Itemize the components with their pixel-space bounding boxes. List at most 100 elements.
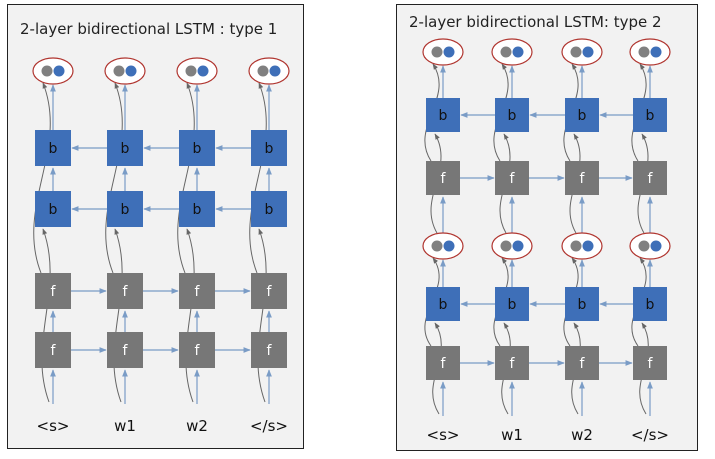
concat-output-2-ring [176, 57, 218, 85]
cell-f-layer1-3-label: f [648, 356, 654, 372]
cell-b-layer2-0-box [426, 98, 460, 132]
diagram-type1-graph: f f b b f f b b f f b b f f b b <s> w1 w2 </s> [32, 57, 290, 435]
cell-b-layer1-0-box [35, 191, 71, 227]
cell-b-layer2-3-label: b [646, 108, 655, 124]
concat-output-3-ring [248, 57, 290, 85]
concat-layer1-0-dot-backward [443, 240, 455, 252]
diagram1-token-3: </s> [250, 417, 288, 435]
concat-layer2-3-ring [629, 38, 671, 66]
cell-b-layer2-1-label: b [508, 108, 517, 124]
cell-f-layer2-0-box [35, 273, 71, 309]
cell-f-layer1-3-box [251, 332, 287, 368]
concat-output-1-dot-backward [125, 65, 137, 77]
skip-curve-f2-out [33, 82, 51, 274]
concat-layer1-2-dot-backward [582, 240, 594, 252]
cell-f-layer2-2-label: f [195, 284, 201, 300]
concat-layer1-2-ring [561, 232, 603, 260]
diagram-type2-title: 2-layer bidirectional LSTM: type 2 [409, 13, 662, 31]
concat-layer2-2-dot-forward [570, 46, 582, 58]
diagram2-token-1: w1 [501, 426, 523, 444]
cell-f-layer1-1-box [107, 332, 143, 368]
cell-b-layer1-3-box [251, 191, 287, 227]
concat-layer1-0-dot-forward [431, 240, 443, 252]
cell-b-layer1-0-box [426, 287, 460, 321]
cell-f-layer1-2-box [179, 332, 215, 368]
concat-layer2-0-ring [422, 38, 464, 66]
diagram2-token-0: <s> [427, 426, 460, 444]
cell-f-layer1-3-box [633, 346, 667, 380]
cell-f-layer2-2-box [179, 273, 215, 309]
skip-curve-token-b1 [41, 228, 51, 403]
cell-f-layer2-0-label: f [51, 284, 57, 300]
cell-f-layer2-3-label: f [267, 284, 273, 300]
concat-layer2-2-ring [561, 38, 603, 66]
skip-curve-f2-out [177, 82, 195, 274]
cell-f-layer1-0-label: f [441, 356, 447, 372]
concat-layer2-3-dot-backward [650, 46, 662, 58]
concat-layer1-0-ring [422, 232, 464, 260]
cell-b-layer1-0-label: b [439, 297, 448, 313]
cell-b-layer2-3-box [251, 130, 287, 166]
diagram1-token-2: w2 [186, 417, 208, 435]
diagram1-token-0: <s> [37, 417, 70, 435]
diagram-type2-graph: f b f b f b f b f b f b f b f b <s> w1 w2 </s> [422, 38, 671, 444]
skip-curve-f2-out [105, 82, 123, 274]
cell-b-layer2-1-box [107, 130, 143, 166]
cell-b-layer1-2-box [565, 287, 599, 321]
skip-curve-token-b1 [257, 228, 267, 403]
concat-output-1-dot-forward [113, 65, 125, 77]
concat-layer1-1-dot-forward [500, 240, 512, 252]
cell-b-layer2-0-label: b [49, 141, 58, 157]
cell-f-layer2-1-box [495, 161, 529, 195]
cell-f-layer2-2-label: f [580, 171, 586, 187]
concat-layer2-1-ring [491, 38, 533, 66]
cell-b-layer1-3-label: b [646, 297, 655, 313]
cell-b-layer2-1-box [495, 98, 529, 132]
cell-b-layer2-2-label: b [193, 141, 202, 157]
cell-b-layer2-2-label: b [578, 108, 587, 124]
skip-curve-token-b1 [185, 228, 195, 403]
concat-output-2-dot-forward [185, 65, 197, 77]
concat-layer2-0-dot-forward [431, 46, 443, 58]
concat-layer1-1-ring [491, 232, 533, 260]
cell-f-layer1-2-label: f [195, 343, 201, 359]
cell-b-layer2-3-box [633, 98, 667, 132]
cell-f-layer1-1-box [495, 346, 529, 380]
cell-f-layer2-3-box [633, 161, 667, 195]
concat-layer2-1-dot-backward [512, 46, 524, 58]
concat-output-1-ring [104, 57, 146, 85]
skip-curve-f2-out [249, 82, 267, 274]
cell-b-layer1-1-label: b [121, 202, 130, 218]
cell-f-layer2-1-label: f [123, 284, 129, 300]
cell-f-layer1-2-box [565, 346, 599, 380]
cell-f-layer1-2-label: f [580, 356, 586, 372]
skip-curve-token-b1 [113, 228, 123, 403]
diagram2-token-2: w2 [571, 426, 593, 444]
cell-b-layer2-1-label: b [121, 141, 130, 157]
cell-b-layer2-0-label: b [439, 108, 448, 124]
cell-b-layer1-3-label: b [265, 202, 274, 218]
cell-b-layer1-0-label: b [49, 202, 58, 218]
concat-layer1-2-dot-forward [570, 240, 582, 252]
cell-f-layer2-3-label: f [648, 171, 654, 187]
concat-output-3-dot-forward [257, 65, 269, 77]
concat-output-0-ring [32, 57, 74, 85]
cell-f-layer1-0-label: f [51, 343, 57, 359]
cell-b-layer2-3-label: b [265, 141, 274, 157]
cell-f-layer2-2-box [565, 161, 599, 195]
cell-f-layer2-0-label: f [441, 171, 447, 187]
cell-f-layer2-1-box [107, 273, 143, 309]
diagram-type1-title: 2-layer bidirectional LSTM : type 1 [20, 20, 278, 38]
concat-layer2-3-dot-forward [638, 46, 650, 58]
concat-output-0-dot-forward [41, 65, 53, 77]
cell-f-layer2-3-box [251, 273, 287, 309]
concat-layer1-1-dot-backward [512, 240, 524, 252]
concat-output-2-dot-backward [197, 65, 209, 77]
cell-b-layer1-2-box [179, 191, 215, 227]
diagram1-token-1: w1 [114, 417, 136, 435]
concat-layer1-3-dot-forward [638, 240, 650, 252]
cell-f-layer2-1-label: f [510, 171, 516, 187]
cell-b-layer1-1-box [107, 191, 143, 227]
cell-b-layer1-3-box [633, 287, 667, 321]
cell-b-layer1-1-label: b [508, 297, 517, 313]
